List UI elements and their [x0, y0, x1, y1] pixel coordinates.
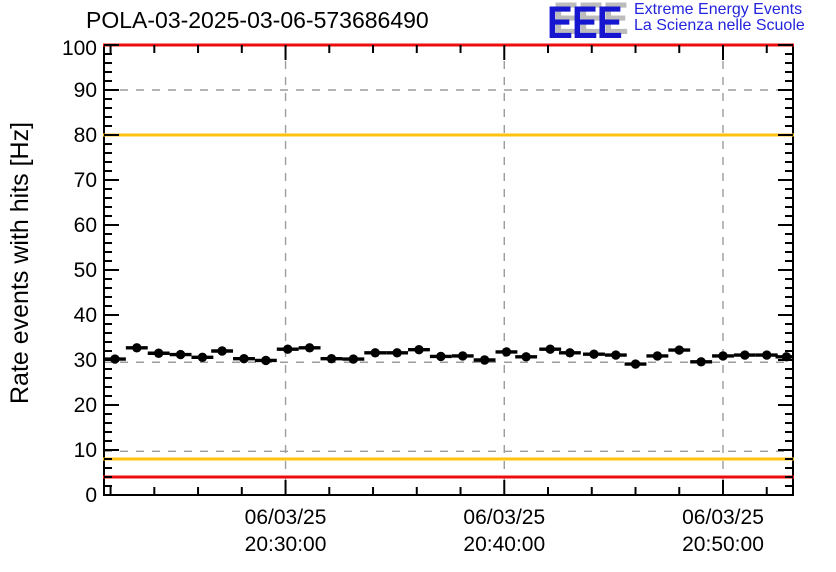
data-point: [175, 349, 186, 360]
data-point: [479, 355, 490, 365]
data-point: [696, 357, 706, 367]
data-point: [674, 345, 684, 355]
y-tick-label: 80: [74, 124, 97, 147]
eee-logo-caption: Extreme Energy Events La Scienza nelle S…: [634, 2, 805, 34]
eee-logo: EEE: [547, 0, 623, 48]
data-point: [392, 348, 402, 358]
x-tick-label-date: 06/03/25: [463, 506, 545, 529]
data-point: [370, 348, 380, 358]
data-point: [414, 344, 424, 355]
y-tick-label: 10: [74, 439, 97, 462]
plot-frame: [103, 44, 794, 496]
data-point: [611, 350, 621, 360]
eee-logo-line-2: La Scienza nelle Scuole: [634, 17, 805, 34]
data-series: [104, 343, 793, 369]
threshold-lines: [103, 43, 794, 479]
axis-ticks: [104, 44, 793, 496]
data-point: [261, 355, 271, 366]
y-tick-label: 70: [74, 169, 97, 192]
data-point: [545, 344, 555, 354]
x-tick-label-date: 06/03/25: [682, 506, 764, 529]
x-tick-labels: 06/03/25 20:30:00 06/03/25 20:40:00 06/03/25…: [245, 506, 764, 556]
x-tick-label-time: 20:30:00: [245, 533, 327, 556]
y-tick-label: 100: [62, 37, 97, 60]
y-tick-label: 30: [74, 349, 97, 372]
data-point: [436, 351, 446, 362]
data-point: [326, 353, 337, 364]
data-point: [132, 343, 142, 353]
data-point: [153, 348, 164, 358]
data-point: [718, 351, 728, 361]
y-tick-labels: 0 10 20 30 40 50 60 70 80 90 100: [62, 37, 97, 507]
x-tick-label-time: 20:40:00: [463, 533, 545, 556]
data-point: [458, 351, 468, 361]
x-tick-label-time: 20:50:00: [682, 533, 764, 556]
data-point: [348, 354, 359, 364]
data-point: [762, 350, 772, 360]
data-point: [565, 348, 575, 358]
eee-logo-line-1: Extreme Energy Events: [634, 1, 803, 18]
data-point: [501, 347, 512, 357]
data-point: [239, 353, 249, 364]
y-tick-label: 0: [85, 484, 97, 507]
data-point: [589, 349, 599, 359]
guide-lines: [104, 45, 793, 495]
x-tick-label-date: 06/03/25: [245, 506, 327, 529]
y-tick-label: 50: [74, 259, 97, 282]
data-point: [652, 351, 663, 361]
chart-title: POLA-03-2025-03-06-573686490: [86, 7, 429, 33]
data-point: [217, 346, 227, 356]
data-point: [740, 350, 750, 360]
y-tick-label: 20: [74, 394, 97, 417]
y-tick-label: 90: [74, 79, 97, 102]
data-point: [630, 359, 641, 369]
data-point: [283, 344, 293, 354]
y-tick-label: 60: [74, 214, 97, 237]
y-tick-label: 40: [74, 304, 97, 327]
data-point: [197, 352, 208, 362]
data-point: [304, 343, 315, 353]
data-point: [521, 352, 531, 362]
